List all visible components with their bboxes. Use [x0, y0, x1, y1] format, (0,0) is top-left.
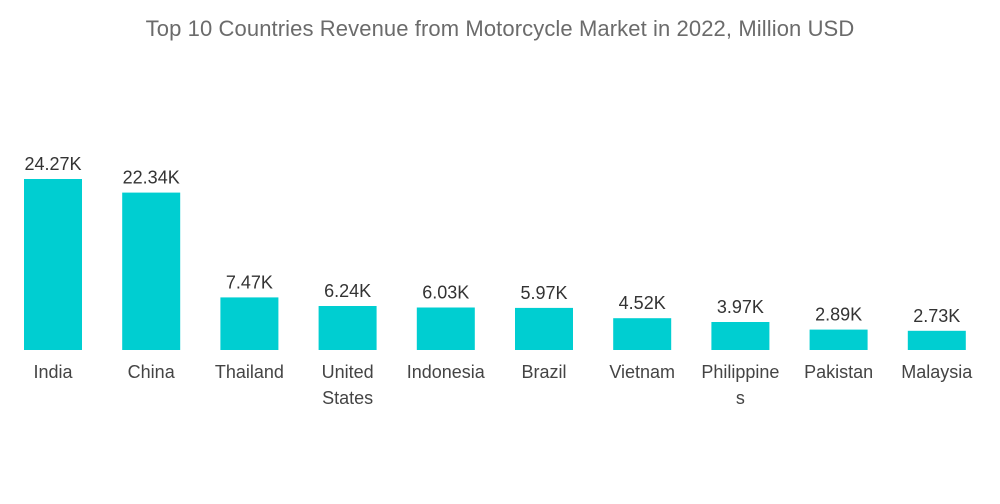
category-label: Philippine s — [701, 362, 779, 408]
data-label: 5.97K — [520, 283, 567, 303]
category-label: India — [33, 362, 73, 382]
category-label: Thailand — [215, 362, 284, 382]
bar-india — [24, 179, 82, 350]
category-label: Malaysia — [901, 362, 973, 382]
data-label: 4.52K — [619, 293, 666, 313]
bar-vietnam — [613, 318, 672, 350]
bar-philippine-s — [711, 322, 770, 350]
bar-thailand — [220, 297, 279, 350]
data-label: 24.27K — [24, 154, 81, 174]
bar-china — [122, 192, 181, 350]
bar-indonesia — [416, 307, 475, 350]
data-label: 6.24K — [324, 281, 371, 301]
data-label: 22.34K — [123, 168, 180, 188]
chart-title: Top 10 Countries Revenue from Motorcycle… — [145, 16, 855, 41]
bar-brazil — [515, 307, 573, 350]
data-label: 6.03K — [422, 283, 469, 303]
data-label: 3.97K — [717, 297, 764, 317]
category-label: China — [128, 362, 176, 382]
bar-pakistan — [809, 329, 868, 350]
data-label: 2.73K — [913, 306, 960, 326]
category-label: United States — [322, 362, 374, 408]
bar-united-states — [318, 306, 377, 350]
data-label: 7.47K — [226, 272, 273, 292]
data-label: 2.89K — [815, 305, 862, 325]
bar-malaysia — [907, 330, 966, 350]
category-label: Brazil — [521, 362, 566, 382]
category-label: Pakistan — [804, 362, 873, 382]
category-label: Vietnam — [609, 362, 675, 382]
category-label: Indonesia — [407, 362, 486, 382]
